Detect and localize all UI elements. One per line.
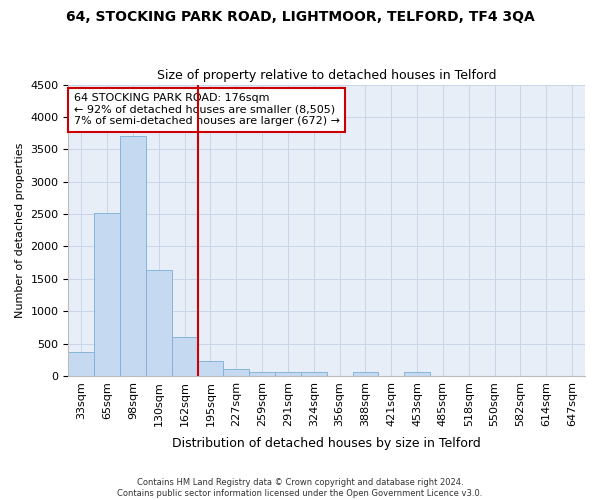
Bar [197,360,223,376]
Bar [146,270,172,376]
Bar [94,214,120,376]
Bar [68,352,94,376]
Bar [223,369,249,376]
Bar [353,372,379,376]
Text: Contains HM Land Registry data © Crown copyright and database right 2024.
Contai: Contains HM Land Registry data © Crown c… [118,478,482,498]
Title: Size of property relative to detached houses in Telford: Size of property relative to detached ho… [157,69,496,82]
Bar [275,372,301,376]
Bar [301,372,327,376]
Bar [172,337,197,376]
Bar [120,136,146,376]
Bar [404,372,430,376]
X-axis label: Distribution of detached houses by size in Telford: Distribution of detached houses by size … [172,437,481,450]
Text: 64 STOCKING PARK ROAD: 176sqm
← 92% of detached houses are smaller (8,505)
7% of: 64 STOCKING PARK ROAD: 176sqm ← 92% of d… [74,94,340,126]
Text: 64, STOCKING PARK ROAD, LIGHTMOOR, TELFORD, TF4 3QA: 64, STOCKING PARK ROAD, LIGHTMOOR, TELFO… [65,10,535,24]
Bar [249,372,275,376]
Y-axis label: Number of detached properties: Number of detached properties [15,142,25,318]
